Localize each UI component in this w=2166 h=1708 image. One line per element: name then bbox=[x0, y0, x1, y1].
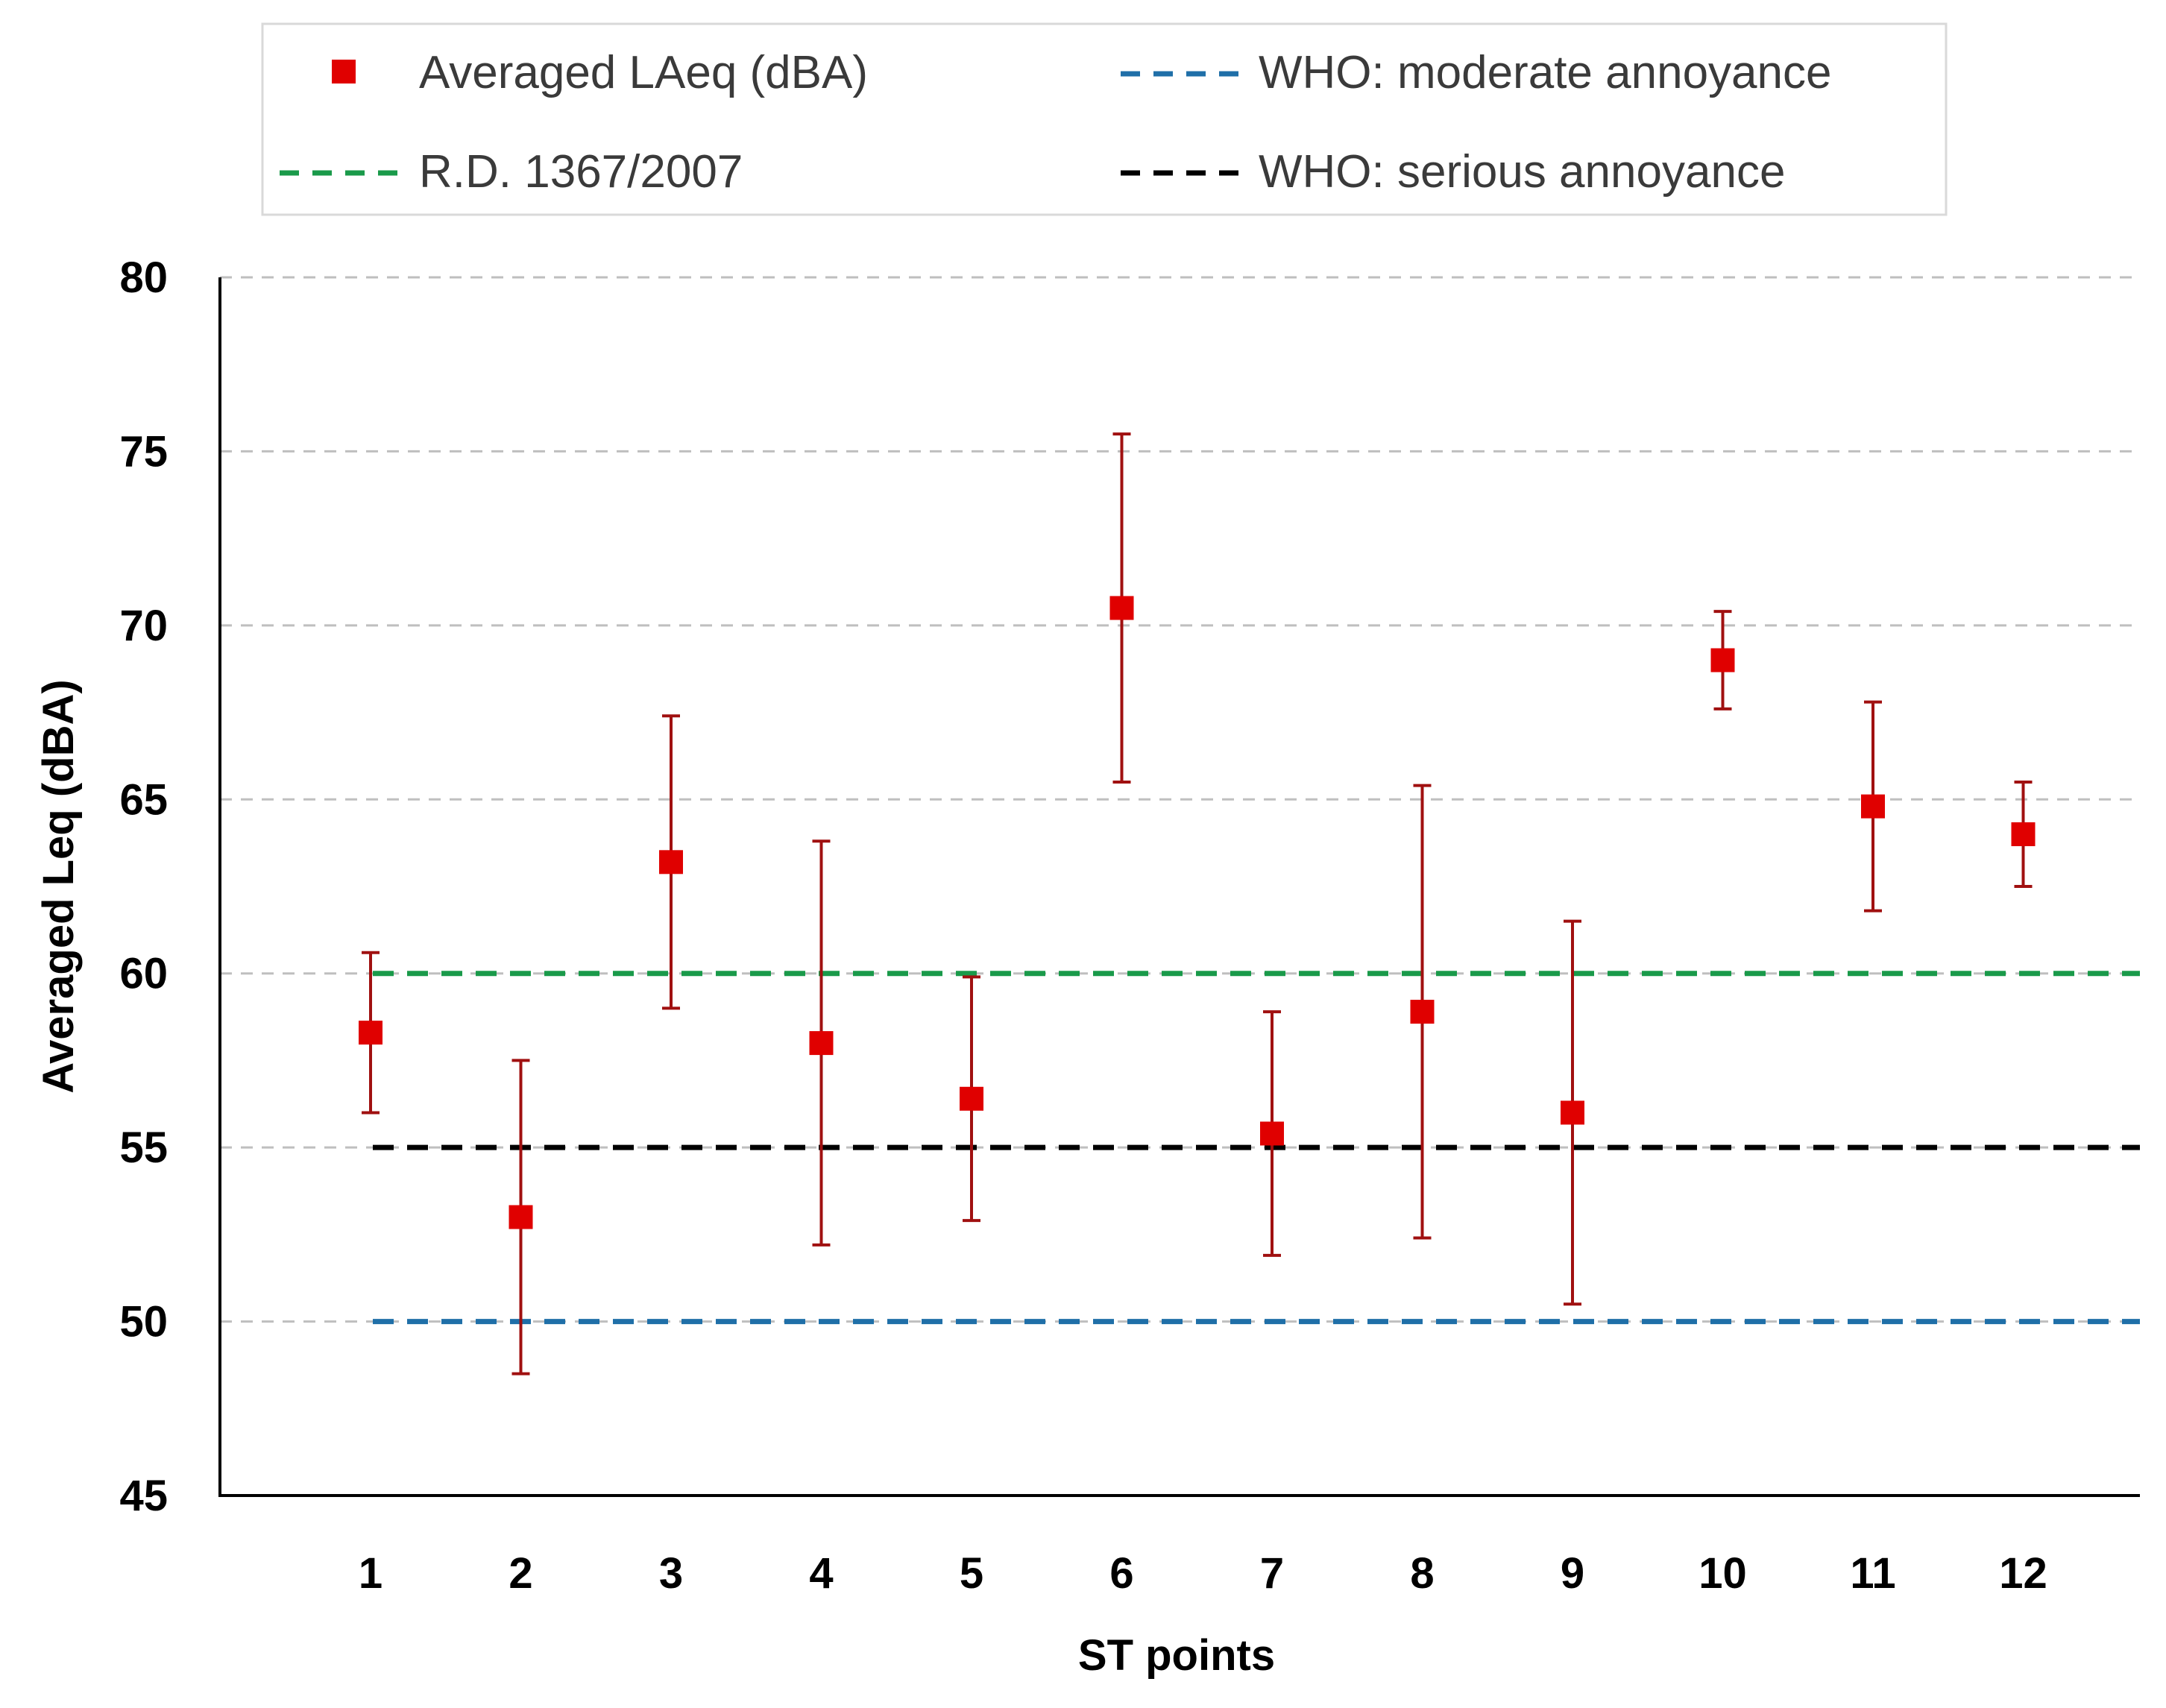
y-tick-label: 80 bbox=[119, 253, 168, 302]
data-point bbox=[659, 850, 683, 875]
x-axis-title: ST points bbox=[1078, 1631, 1275, 1680]
data-point bbox=[1260, 1121, 1284, 1146]
data-point bbox=[1561, 1100, 1584, 1125]
x-tick-label: 9 bbox=[1561, 1549, 1584, 1598]
data-point bbox=[960, 1086, 983, 1111]
data-point bbox=[1410, 1000, 1435, 1024]
data-points bbox=[359, 596, 2036, 1229]
x-tick-label: 7 bbox=[1260, 1549, 1284, 1598]
data-point bbox=[1710, 648, 1735, 672]
x-tick-label: 10 bbox=[1699, 1549, 1747, 1598]
y-tick-label: 65 bbox=[119, 775, 168, 824]
y-tick-label: 75 bbox=[119, 427, 168, 476]
y-tick-labels: 45 50 55 60 65 70 75 80 bbox=[119, 253, 168, 1520]
x-tick-label: 1 bbox=[359, 1549, 382, 1598]
x-tick-label: 2 bbox=[509, 1549, 532, 1598]
legend-label-who-serious: WHO: serious annoyance bbox=[1259, 146, 1785, 198]
data-point bbox=[2011, 822, 2036, 846]
x-tick-label: 4 bbox=[809, 1549, 833, 1598]
y-axis-title: Averaged Leq (dBA) bbox=[34, 679, 83, 1093]
x-tick-label: 6 bbox=[1109, 1549, 1133, 1598]
data-point bbox=[1861, 794, 1885, 819]
x-tick-label: 8 bbox=[1410, 1549, 1434, 1598]
gridlines bbox=[220, 276, 2140, 1323]
data-point bbox=[359, 1021, 382, 1045]
legend-frame bbox=[261, 22, 1948, 216]
data-point bbox=[1109, 596, 1134, 620]
x-tick-label: 5 bbox=[960, 1549, 983, 1598]
x-tick-label: 11 bbox=[1850, 1549, 1895, 1598]
x-tick-label: 3 bbox=[659, 1549, 683, 1598]
data-point bbox=[509, 1205, 533, 1229]
y-tick-label: 60 bbox=[119, 950, 168, 998]
data-point bbox=[809, 1031, 834, 1056]
legend-marker-averaged-laeq bbox=[332, 60, 356, 83]
legend-label-who-moderate: WHO: moderate annoyance bbox=[1259, 47, 1832, 98]
y-tick-label: 55 bbox=[119, 1124, 168, 1172]
y-tick-label: 50 bbox=[119, 1298, 168, 1346]
legend-label-rd-1367: R.D. 1367/2007 bbox=[419, 146, 743, 198]
x-tick-label: 12 bbox=[1999, 1549, 2047, 1598]
y-tick-label: 70 bbox=[119, 602, 168, 650]
legend: Averaged LAeq (dBA) WHO: moderate annoya… bbox=[261, 22, 1948, 216]
x-tick-labels: 1 2 3 4 5 6 7 8 9 10 11 12 bbox=[359, 1549, 2047, 1598]
legend-label-averaged-laeq: Averaged LAeq (dBA) bbox=[419, 47, 868, 98]
y-tick-label: 45 bbox=[119, 1472, 168, 1520]
reference-lines bbox=[373, 971, 2140, 1325]
